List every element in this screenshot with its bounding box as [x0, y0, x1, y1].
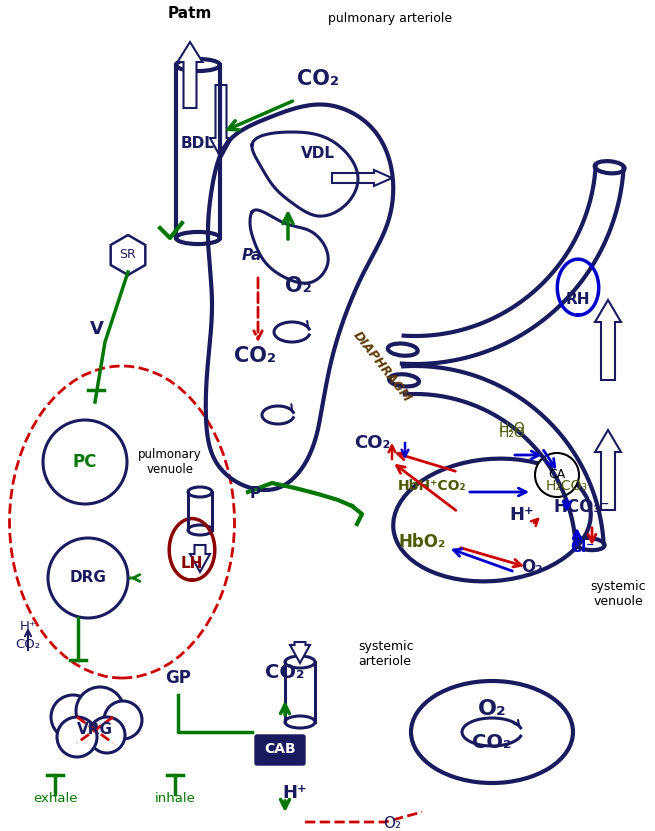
Circle shape	[535, 453, 579, 497]
Text: Patm: Patm	[168, 6, 212, 21]
Ellipse shape	[595, 161, 625, 174]
Text: H₂CO₃: H₂CO₃	[546, 479, 588, 493]
Circle shape	[48, 538, 128, 618]
Ellipse shape	[285, 716, 315, 728]
Text: LH: LH	[181, 555, 203, 571]
Text: DRG: DRG	[69, 571, 106, 586]
Polygon shape	[210, 85, 232, 158]
Ellipse shape	[176, 59, 220, 71]
Ellipse shape	[388, 343, 418, 356]
Circle shape	[76, 687, 124, 735]
Text: exhale: exhale	[33, 792, 77, 805]
Text: CO₂: CO₂	[354, 434, 390, 452]
Text: VDL: VDL	[301, 146, 335, 161]
Text: inhale: inhale	[155, 792, 195, 805]
Text: CO₂: CO₂	[16, 638, 41, 651]
Text: systemic
arteriole: systemic arteriole	[358, 640, 413, 668]
Text: O₂: O₂	[285, 276, 311, 296]
Circle shape	[57, 717, 97, 757]
Text: O₂: O₂	[477, 699, 506, 719]
Circle shape	[43, 420, 127, 504]
Text: CA: CA	[548, 469, 566, 481]
Text: PC: PC	[73, 453, 97, 471]
Text: CAB: CAB	[264, 742, 296, 756]
Text: HbO₂: HbO₂	[398, 533, 445, 551]
Circle shape	[104, 701, 142, 739]
Text: O₂: O₂	[521, 558, 543, 576]
Text: CO₂: CO₂	[234, 346, 276, 366]
Ellipse shape	[574, 538, 605, 550]
Text: HbH⁺CO₂: HbH⁺CO₂	[398, 479, 466, 493]
Text: DIAPHRAGM: DIAPHRAGM	[350, 329, 413, 405]
Text: HCO₃⁻: HCO₃⁻	[554, 498, 610, 516]
Text: BDL: BDL	[181, 136, 215, 151]
Text: systemic
venuole: systemic venuole	[590, 580, 646, 608]
FancyBboxPatch shape	[255, 735, 305, 765]
Polygon shape	[178, 42, 202, 108]
Polygon shape	[595, 430, 621, 510]
Text: H₂O: H₂O	[498, 426, 525, 440]
Ellipse shape	[188, 487, 212, 497]
Polygon shape	[332, 170, 392, 186]
Ellipse shape	[176, 232, 220, 244]
Circle shape	[51, 695, 95, 739]
Polygon shape	[290, 642, 310, 663]
Text: CO₂: CO₂	[265, 663, 305, 682]
Text: H⁺: H⁺	[20, 620, 37, 633]
Ellipse shape	[188, 525, 212, 535]
Polygon shape	[190, 545, 210, 572]
Circle shape	[89, 717, 125, 753]
Text: pulmonary arteriole: pulmonary arteriole	[328, 12, 452, 25]
Text: VRG: VRG	[77, 721, 113, 736]
Text: GP: GP	[165, 669, 191, 687]
Text: pulmonary
venuole: pulmonary venuole	[138, 448, 202, 476]
Text: RH: RH	[566, 293, 590, 307]
Ellipse shape	[389, 374, 419, 386]
Polygon shape	[595, 300, 621, 380]
Text: H⁺: H⁺	[283, 784, 307, 802]
Text: H⁺: H⁺	[510, 506, 534, 524]
Ellipse shape	[285, 656, 315, 668]
Text: Pa: Pa	[242, 248, 263, 263]
Text: SR: SR	[120, 248, 136, 262]
Text: CO₂: CO₂	[297, 69, 339, 89]
Text: O₂: O₂	[383, 816, 401, 831]
Text: H₂O: H₂O	[498, 421, 525, 435]
Text: P: P	[250, 486, 261, 501]
Text: CO₂: CO₂	[472, 733, 512, 752]
Text: V: V	[90, 320, 104, 338]
Text: Cl⁻: Cl⁻	[570, 540, 594, 555]
